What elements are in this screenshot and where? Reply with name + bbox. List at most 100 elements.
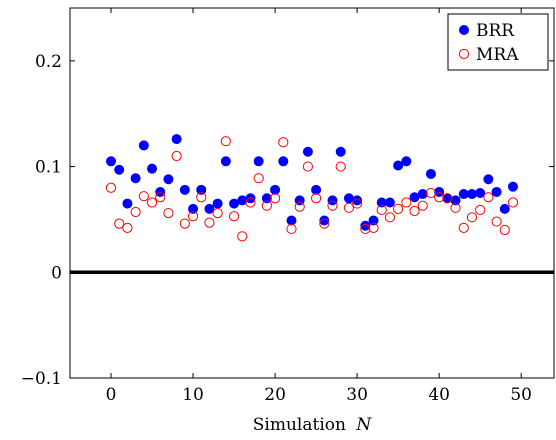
point-mra bbox=[368, 222, 379, 233]
point-brr bbox=[204, 203, 215, 214]
point-mra bbox=[261, 200, 272, 211]
x-tick-label: 10 bbox=[182, 385, 204, 405]
point-brr bbox=[138, 140, 149, 151]
point-mra bbox=[319, 218, 330, 229]
point-mra bbox=[401, 197, 412, 208]
point-mra bbox=[220, 136, 231, 147]
point-mra bbox=[294, 201, 305, 212]
point-mra bbox=[278, 137, 289, 148]
point-brr bbox=[155, 186, 166, 197]
point-mra bbox=[376, 204, 387, 216]
point-mra bbox=[122, 222, 133, 233]
point-brr bbox=[417, 189, 428, 200]
point-brr bbox=[434, 186, 445, 197]
point-mra bbox=[171, 150, 182, 162]
point-mra bbox=[237, 231, 248, 242]
y-tick-label: 0.2 bbox=[35, 52, 62, 72]
point-mra bbox=[483, 192, 494, 203]
point-mra bbox=[335, 161, 346, 172]
point-mra bbox=[245, 197, 256, 208]
point-mra bbox=[130, 206, 141, 218]
point-mra bbox=[499, 224, 510, 236]
point-mra bbox=[204, 217, 215, 228]
point-mra bbox=[146, 197, 158, 208]
point-mra bbox=[466, 212, 478, 223]
points-layer bbox=[105, 134, 519, 242]
point-brr bbox=[343, 193, 354, 204]
point-brr bbox=[311, 184, 322, 195]
point-brr bbox=[335, 146, 346, 157]
point-mra bbox=[475, 204, 486, 216]
point-brr bbox=[261, 193, 272, 204]
legend-marker-brr bbox=[458, 24, 469, 35]
point-brr bbox=[507, 181, 518, 192]
legend-box bbox=[447, 13, 549, 71]
legend-marker-mra bbox=[458, 48, 470, 60]
point-brr bbox=[319, 215, 330, 226]
point-mra bbox=[302, 161, 313, 172]
point-brr bbox=[302, 146, 313, 157]
point-brr bbox=[179, 184, 190, 195]
point-brr bbox=[425, 168, 436, 179]
axis-ticks bbox=[70, 8, 554, 379]
point-brr bbox=[253, 156, 264, 167]
x-tick-label: 20 bbox=[264, 385, 286, 405]
point-brr bbox=[401, 156, 412, 167]
point-mra bbox=[491, 216, 502, 227]
point-mra bbox=[417, 200, 428, 211]
point-brr bbox=[106, 156, 117, 167]
point-brr bbox=[466, 189, 477, 200]
point-brr bbox=[114, 164, 125, 175]
point-brr bbox=[393, 160, 404, 171]
point-brr bbox=[491, 186, 502, 197]
point-mra bbox=[425, 187, 437, 199]
point-mra bbox=[352, 198, 363, 209]
x-tick-label: 0 bbox=[106, 385, 117, 405]
x-axis-label-variable: N bbox=[355, 415, 372, 435]
point-mra bbox=[114, 218, 125, 229]
point-mra bbox=[409, 205, 420, 217]
x-tick-label: 50 bbox=[510, 385, 532, 405]
point-brr bbox=[475, 187, 486, 198]
y-tick-label: 0.1 bbox=[35, 158, 62, 178]
point-mra bbox=[393, 203, 404, 214]
point-brr bbox=[220, 156, 231, 167]
point-mra bbox=[105, 182, 117, 193]
legend: BRR MRA bbox=[447, 13, 549, 71]
point-brr bbox=[384, 197, 395, 208]
point-mra bbox=[384, 212, 396, 223]
point-mra bbox=[163, 207, 174, 219]
point-brr bbox=[327, 195, 338, 206]
point-brr bbox=[196, 184, 207, 195]
point-brr bbox=[278, 156, 289, 167]
point-brr bbox=[171, 134, 182, 145]
point-brr bbox=[352, 195, 363, 206]
point-mra bbox=[212, 207, 223, 219]
point-brr bbox=[130, 173, 141, 184]
x-axis-label: Simulation N bbox=[253, 415, 373, 435]
x-tick-label: 40 bbox=[428, 385, 450, 405]
point-brr bbox=[188, 203, 199, 214]
point-brr bbox=[147, 163, 158, 174]
point-mra bbox=[327, 200, 338, 211]
point-mra bbox=[311, 193, 322, 204]
point-brr bbox=[483, 174, 494, 185]
point-mra bbox=[228, 211, 240, 222]
point-brr bbox=[212, 198, 223, 209]
point-brr bbox=[499, 203, 510, 214]
point-mra bbox=[286, 223, 297, 235]
y-tick-label: −0.1 bbox=[21, 369, 62, 389]
y-tick-label: 0 bbox=[51, 263, 62, 283]
point-mra bbox=[343, 202, 355, 213]
point-mra bbox=[360, 223, 371, 235]
point-brr bbox=[270, 184, 281, 195]
point-mra bbox=[269, 193, 281, 204]
point-brr bbox=[163, 174, 174, 185]
point-mra bbox=[458, 222, 469, 233]
point-mra bbox=[179, 218, 190, 229]
point-mra bbox=[138, 191, 149, 202]
point-brr bbox=[122, 198, 133, 209]
axis-tick-labels: 0 10 20 30 40 50 −0.1 0 0.1 0.2 bbox=[21, 52, 532, 405]
point-mra bbox=[187, 211, 199, 222]
